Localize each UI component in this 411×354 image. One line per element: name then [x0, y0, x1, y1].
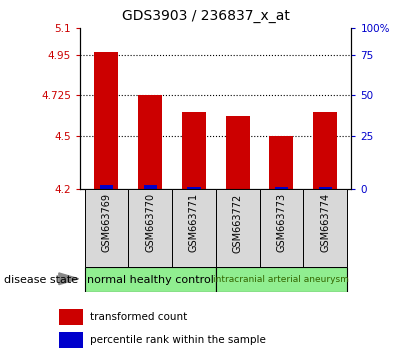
Text: GSM663773: GSM663773: [277, 193, 286, 252]
Bar: [143, 185, 157, 189]
Bar: [128, 189, 172, 267]
Bar: [182, 113, 206, 189]
Bar: [216, 189, 259, 267]
Bar: [138, 95, 162, 189]
Bar: [313, 113, 337, 189]
Text: GSM663770: GSM663770: [145, 193, 155, 252]
Bar: [303, 189, 347, 267]
Bar: [172, 189, 216, 267]
Bar: [100, 185, 113, 189]
Bar: [85, 267, 216, 292]
Text: GSM663769: GSM663769: [102, 193, 111, 252]
Text: GSM663774: GSM663774: [320, 193, 330, 252]
Bar: [275, 187, 288, 189]
Bar: [95, 52, 118, 189]
Bar: [226, 116, 250, 189]
Text: transformed count: transformed count: [90, 312, 187, 322]
Text: GDS3903 / 236837_x_at: GDS3903 / 236837_x_at: [122, 9, 289, 23]
Bar: [259, 189, 303, 267]
Polygon shape: [59, 273, 79, 285]
Text: intracranial arterial aneurysm: intracranial arterial aneurysm: [213, 275, 349, 284]
Text: GSM663772: GSM663772: [233, 193, 242, 252]
Bar: [59, 332, 83, 348]
Bar: [59, 309, 83, 325]
Text: disease state: disease state: [4, 275, 78, 285]
Text: percentile rank within the sample: percentile rank within the sample: [90, 335, 266, 346]
Bar: [319, 187, 332, 189]
Bar: [216, 267, 347, 292]
Bar: [85, 189, 128, 267]
Bar: [269, 136, 293, 189]
Bar: [187, 187, 201, 189]
Text: GSM663771: GSM663771: [189, 193, 199, 252]
Text: normal healthy control: normal healthy control: [87, 275, 214, 285]
